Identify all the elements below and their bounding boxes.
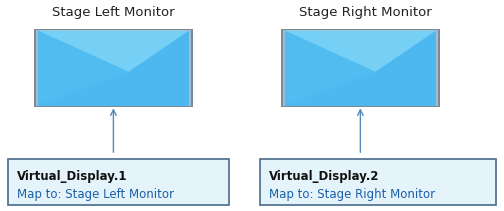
- Bar: [283, 30, 438, 106]
- Polygon shape: [285, 31, 436, 72]
- Bar: [8, 159, 229, 205]
- Bar: [36, 30, 191, 106]
- Text: Stage Left Monitor: Stage Left Monitor: [52, 6, 175, 19]
- Bar: [260, 159, 496, 205]
- Text: Map to: Stage Left Monitor: Map to: Stage Left Monitor: [17, 188, 174, 201]
- Text: Map to: Stage Right Monitor: Map to: Stage Right Monitor: [269, 188, 435, 201]
- Polygon shape: [38, 31, 129, 106]
- Text: Virtual_Display.2: Virtual_Display.2: [269, 170, 379, 183]
- Text: Stage Right Monitor: Stage Right Monitor: [299, 6, 432, 19]
- Polygon shape: [38, 31, 189, 72]
- Bar: [281, 29, 440, 107]
- Bar: [285, 31, 436, 106]
- Text: Virtual_Display.1: Virtual_Display.1: [17, 170, 127, 183]
- Polygon shape: [285, 31, 375, 106]
- Bar: [38, 31, 189, 106]
- Bar: [34, 29, 193, 107]
